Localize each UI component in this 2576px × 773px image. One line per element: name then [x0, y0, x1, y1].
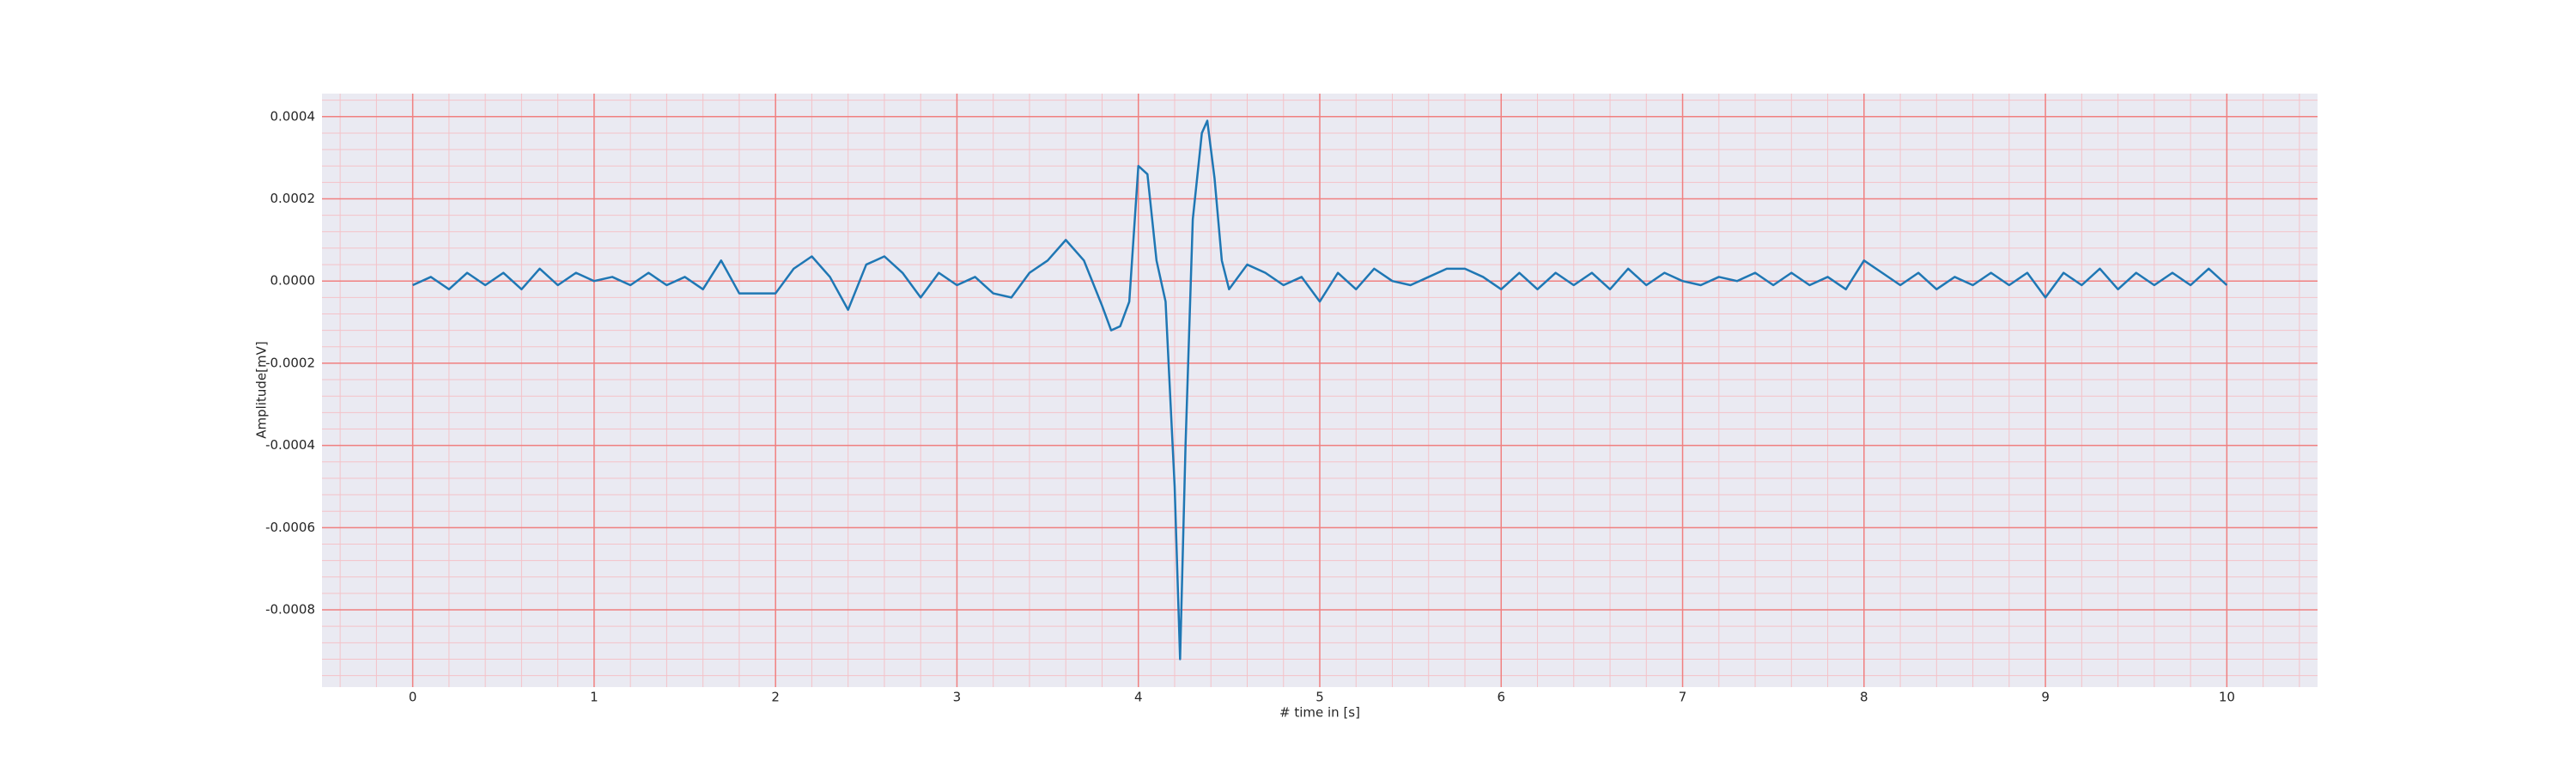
x-tick-label: 3	[953, 690, 962, 705]
x-tick-label: 4	[1134, 690, 1143, 705]
x-tick-label: 1	[590, 690, 598, 705]
y-tick-label: 0.0000	[270, 273, 316, 289]
grid	[322, 94, 2318, 687]
y-tick-label: -0.0008	[265, 602, 315, 618]
y-axis-label: Amplitude[mV]	[254, 341, 270, 438]
x-tick-label: 5	[1315, 690, 1324, 705]
x-tick-label: 10	[2219, 690, 2235, 705]
x-tick-label: 2	[771, 690, 780, 705]
y-tick-label: 0.0004	[270, 108, 316, 124]
x-tick-label: 8	[1860, 690, 1868, 705]
y-tick-label: 0.0002	[270, 191, 316, 206]
signal-line	[412, 119, 2228, 660]
x-tick-label: 6	[1497, 690, 1505, 705]
x-axis-label: # time in [s]	[1279, 705, 1360, 721]
y-tick-label: -0.0004	[265, 437, 315, 453]
x-tick-label: 9	[2041, 690, 2050, 705]
y-tick-label: -0.0006	[265, 520, 315, 535]
x-tick-label: 0	[409, 690, 417, 705]
x-tick-label: 7	[1679, 690, 1687, 705]
y-tick-label: -0.0002	[265, 355, 315, 370]
